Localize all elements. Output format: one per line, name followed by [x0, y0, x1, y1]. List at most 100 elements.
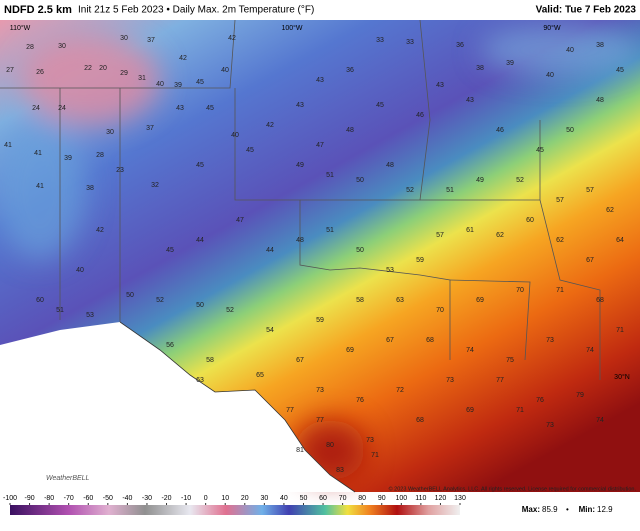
temperature-label: 68 [596, 297, 604, 304]
colorbar-tick-label: -60 [83, 495, 93, 502]
temperature-label: 68 [416, 417, 424, 424]
temperature-label: 49 [476, 177, 484, 184]
temperature-label: 43 [296, 102, 304, 109]
temperature-label: 81 [296, 447, 304, 454]
colorbar-tick-label: 120 [435, 495, 447, 502]
temperature-label: 52 [226, 307, 234, 314]
temperature-label: 64 [616, 237, 624, 244]
temperature-label: 47 [236, 217, 244, 224]
temperature-label: 46 [496, 127, 504, 134]
max-value: 85.9 [542, 505, 558, 514]
temperature-label: 20 [99, 65, 107, 72]
temperature-label: 40 [156, 81, 164, 88]
temperature-label: 45 [376, 102, 384, 109]
temperature-label: 39 [64, 155, 72, 162]
colorbar-tick-label: 130 [454, 495, 466, 502]
temperature-label: 75 [506, 357, 514, 364]
colorbar-tick-label: 0 [204, 495, 208, 502]
temperature-label: 73 [446, 377, 454, 384]
colorbar [10, 505, 460, 515]
temperature-label: 52 [406, 187, 414, 194]
colorbar-tick-label: -80 [44, 495, 54, 502]
temperature-label: 42 [179, 55, 187, 62]
temperature-label: 69 [346, 347, 354, 354]
temperature-label: 56 [166, 342, 174, 349]
temperature-label: 38 [596, 42, 604, 49]
temperature-label: 33 [376, 37, 384, 44]
temperature-label: 68 [426, 337, 434, 344]
colorbar-tick-label: -50 [103, 495, 113, 502]
temperature-label: 79 [576, 392, 584, 399]
valid-time: Valid: Tue 7 Feb 2023 [536, 5, 637, 16]
colorbar-tick-label: -70 [64, 495, 74, 502]
temperature-label: 69 [476, 297, 484, 304]
temperature-label: 52 [156, 297, 164, 304]
colorbar-tick-label: 40 [280, 495, 288, 502]
temperature-label: 41 [34, 150, 42, 157]
temperature-label: 53 [86, 312, 94, 319]
temperature-label: 43 [436, 82, 444, 89]
temperature-label: 45 [616, 67, 624, 74]
temperature-label: 42 [266, 122, 274, 129]
temperature-label: 27 [6, 67, 14, 74]
temperature-label: 74 [466, 347, 474, 354]
logo: WeatherBELL [46, 475, 90, 482]
temperature-label: 57 [556, 197, 564, 204]
temperature-label: 36 [456, 42, 464, 49]
temperature-label: 77 [286, 407, 294, 414]
temperature-label: 73 [366, 437, 374, 444]
max-label: Max: [522, 505, 540, 514]
temperature-label: 67 [296, 357, 304, 364]
temperature-label: 30 [58, 43, 66, 50]
colorbar-tick-label: -10 [181, 495, 191, 502]
copyright: © 2023 WeatherBELL Analytics, LLC. All r… [389, 485, 637, 492]
temperature-label: 39 [174, 82, 182, 89]
temperature-label: 42 [96, 227, 104, 234]
temperature-label: 70 [436, 307, 444, 314]
temperature-label: 33 [406, 39, 414, 46]
temperature-label: 73 [546, 337, 554, 344]
temperature-label: 51 [446, 187, 454, 194]
temperature-label: 57 [436, 232, 444, 239]
temperature-label: 54 [266, 327, 274, 334]
temperature-label: 65 [256, 372, 264, 379]
colorbar-tick-label: 90 [378, 495, 386, 502]
temperature-label: 40 [231, 132, 239, 139]
temperature-label: 38 [476, 65, 484, 72]
colorbar-tick-label: 50 [300, 495, 308, 502]
temperature-label: 74 [596, 417, 604, 424]
temperature-label: 32 [151, 182, 159, 189]
temperature-label: 36 [346, 67, 354, 74]
colorbar-tick-label: -90 [25, 495, 35, 502]
temperature-label: 38 [86, 185, 94, 192]
temperature-label: 24 [58, 105, 66, 112]
temperature-label: 43 [176, 105, 184, 112]
temperature-label: 40 [221, 67, 229, 74]
min-label: Min: [579, 505, 595, 514]
temperature-label: 74 [586, 347, 594, 354]
temperature-label: 26 [36, 69, 44, 76]
temperature-label: 76 [536, 397, 544, 404]
temperature-label: 50 [356, 247, 364, 254]
temperature-label: 46 [416, 112, 424, 119]
temperature-label: 45 [196, 162, 204, 169]
temperature-label: 23 [116, 167, 124, 174]
temperature-label: 59 [316, 317, 324, 324]
temperature-label: 40 [76, 267, 84, 274]
colorbar-tick-label: 110 [415, 495, 426, 502]
colorbar-tick-label: 10 [221, 495, 229, 502]
temperature-label: 41 [36, 183, 44, 190]
colorbar-tick-label: 60 [319, 495, 327, 502]
temperature-label: 73 [316, 387, 324, 394]
temperature-label: 61 [466, 227, 474, 234]
min-value: 12.9 [597, 505, 613, 514]
temperature-label: 51 [326, 172, 334, 179]
temperature-label: 45 [246, 147, 254, 154]
temperature-label: 45 [196, 79, 204, 86]
temperature-label: 31 [138, 75, 146, 82]
temperature-label: 80 [326, 442, 334, 449]
colorbar-tick-label: 70 [339, 495, 347, 502]
grid-label: 110°W [10, 24, 31, 32]
temperature-label: 48 [386, 162, 394, 169]
temperature-label: 39 [506, 60, 514, 67]
